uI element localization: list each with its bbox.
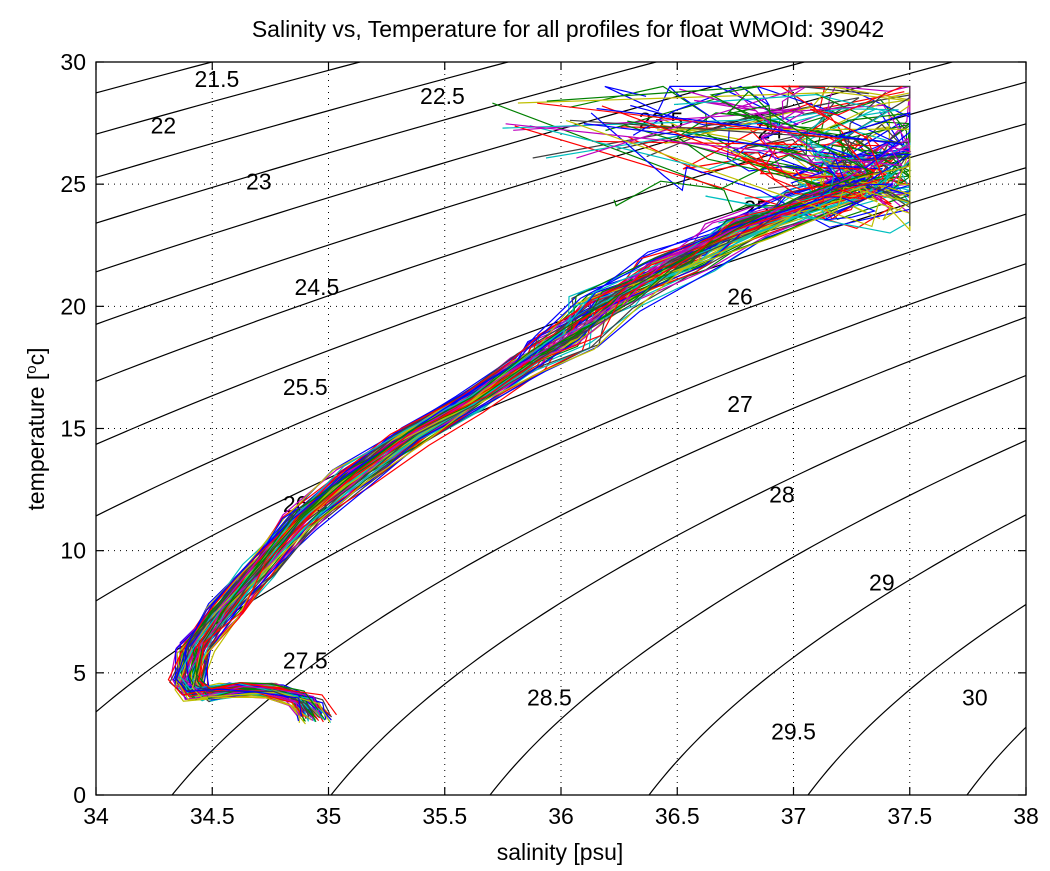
tick-marks: 34 34.5 35 35.5 36 36.5 37 37.5 38 0 5 10 15 20 25 30 (60, 49, 1038, 829)
profile-line (176, 85, 910, 720)
profile-line (190, 160, 879, 714)
profile-line (176, 91, 911, 716)
x-tick-label: 36.5 (655, 803, 700, 829)
profile-line (188, 85, 889, 719)
profile-line (189, 171, 913, 713)
profile-line (180, 169, 911, 720)
contour-label: 29 (869, 569, 895, 595)
density-contour-line (96, 62, 807, 273)
density-contour-line (96, 62, 659, 224)
profile-line (188, 112, 873, 716)
y-tick-label: 30 (60, 49, 86, 75)
profile-line (182, 143, 911, 720)
density-contour-line (171, 316, 1026, 795)
profile-line (195, 85, 874, 711)
profile-line (202, 188, 851, 723)
profile-line (176, 155, 910, 721)
profile-line (167, 105, 867, 717)
y-tick-label: 25 (60, 171, 86, 197)
density-contour-line (648, 514, 1026, 795)
profile-line (183, 100, 911, 722)
contour-label: 30 (962, 684, 988, 710)
contour-label: 27 (727, 391, 753, 417)
x-tick-label: 38 (1013, 803, 1039, 829)
contour-label: 22 (151, 113, 177, 139)
density-contour-line (96, 263, 1026, 713)
profile-line (177, 93, 890, 710)
contour-label: 25.5 (283, 374, 328, 400)
contour-label: 23 (246, 169, 272, 195)
profile-line (198, 85, 903, 716)
contour-label: 22.5 (420, 83, 465, 109)
y-tick-label: 10 (60, 538, 86, 564)
profile-line (185, 142, 911, 722)
y-tick-label: 20 (60, 293, 86, 319)
profile-line (193, 163, 907, 714)
profile-line (174, 85, 901, 722)
x-tick-label: 35.5 (422, 803, 467, 829)
y-tick-label: 15 (60, 416, 86, 442)
profile-line (194, 145, 911, 717)
profile-line (174, 128, 911, 725)
contour-label: 24.5 (294, 274, 339, 300)
profile-line (175, 108, 911, 716)
profile-line (184, 144, 912, 720)
density-contour-line (0, 38, 10, 795)
density-contour-line (96, 167, 1026, 517)
x-tick-label: 35 (316, 803, 342, 829)
profile-line (192, 148, 855, 716)
profile-line (178, 181, 911, 721)
y-tick-label: 0 (73, 782, 86, 808)
profile-line (184, 123, 894, 710)
contour-label: 29.5 (771, 718, 816, 744)
x-axis-label: salinity [psu] (497, 839, 624, 865)
profile-line (191, 86, 867, 716)
x-tick-label: 36 (548, 803, 574, 829)
profile-line (203, 145, 912, 721)
density-contour-line (96, 81, 1026, 382)
profile-line (193, 182, 911, 718)
x-tick-label: 34.5 (190, 803, 235, 829)
profile-line (169, 91, 887, 717)
y-tick-label: 5 (73, 660, 86, 686)
contour-label: 28 (769, 481, 795, 507)
x-tick-label: 37 (781, 803, 807, 829)
profile-line (184, 85, 911, 716)
profile-line (200, 107, 876, 721)
x-tick-label: 37.5 (887, 803, 932, 829)
density-contour-line (489, 439, 1026, 795)
density-contour-line (966, 726, 1026, 795)
y-axis-label-superscript: o (23, 365, 40, 373)
density-contour-line (807, 603, 1026, 795)
profile-traces (167, 84, 913, 725)
density-contour-line (96, 62, 955, 325)
profile-line (186, 87, 911, 715)
x-tick-label: 34 (83, 803, 109, 829)
profile-line (202, 141, 901, 720)
contour-label: 26 (727, 284, 753, 310)
contour-label: 27.5 (283, 648, 328, 674)
chart-title: Salinity vs, Temperature for all profile… (252, 16, 884, 42)
density-contour-line (96, 62, 511, 179)
density-contour-line (330, 374, 1026, 795)
y-axis-label: temperature [oc] (23, 347, 49, 510)
contour-label: 28.5 (527, 684, 572, 710)
contour-label: 21.5 (195, 66, 240, 92)
